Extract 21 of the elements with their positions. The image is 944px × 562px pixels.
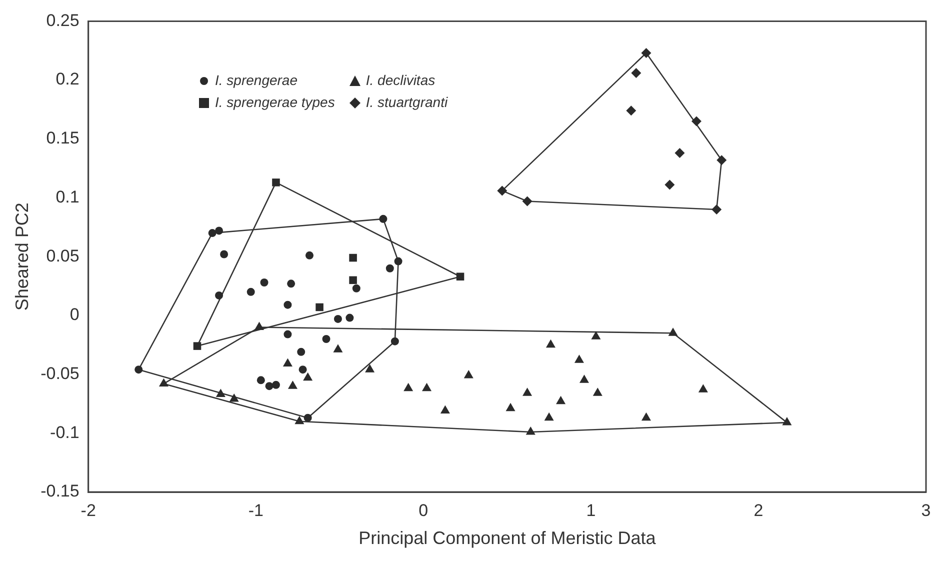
- y-tick-label: -0.05: [40, 364, 80, 383]
- legend-label: I. sprengerae: [215, 72, 298, 88]
- x-tick-label: -2: [80, 500, 96, 520]
- x-tick-label: 2: [754, 500, 764, 520]
- y-axis-title: Sheared PC2: [12, 202, 32, 311]
- x-tick-label: 0: [418, 500, 428, 520]
- y-tick-label: -0.1: [50, 422, 80, 442]
- x-axis-title: Principal Component of Meristic Data: [358, 528, 657, 548]
- y-tick-label: -0.15: [40, 482, 80, 501]
- legend-label: I. declivitas: [366, 72, 436, 88]
- y-tick-label: 0.05: [46, 246, 80, 266]
- y-tick-label: 0.15: [46, 128, 80, 148]
- y-tick-label: 0: [70, 305, 80, 324]
- x-tick-label: 1: [586, 500, 596, 520]
- y-tick-label: 0.1: [56, 187, 80, 206]
- legend-label: I. sprengerae types: [215, 94, 335, 110]
- x-tick-label: 3: [921, 500, 931, 520]
- y-tick-label: 0.25: [46, 10, 80, 30]
- x-tick-label: -1: [248, 500, 264, 520]
- legend-label: I. stuartgranti: [366, 94, 448, 110]
- y-tick-label: 0.2: [56, 70, 80, 89]
